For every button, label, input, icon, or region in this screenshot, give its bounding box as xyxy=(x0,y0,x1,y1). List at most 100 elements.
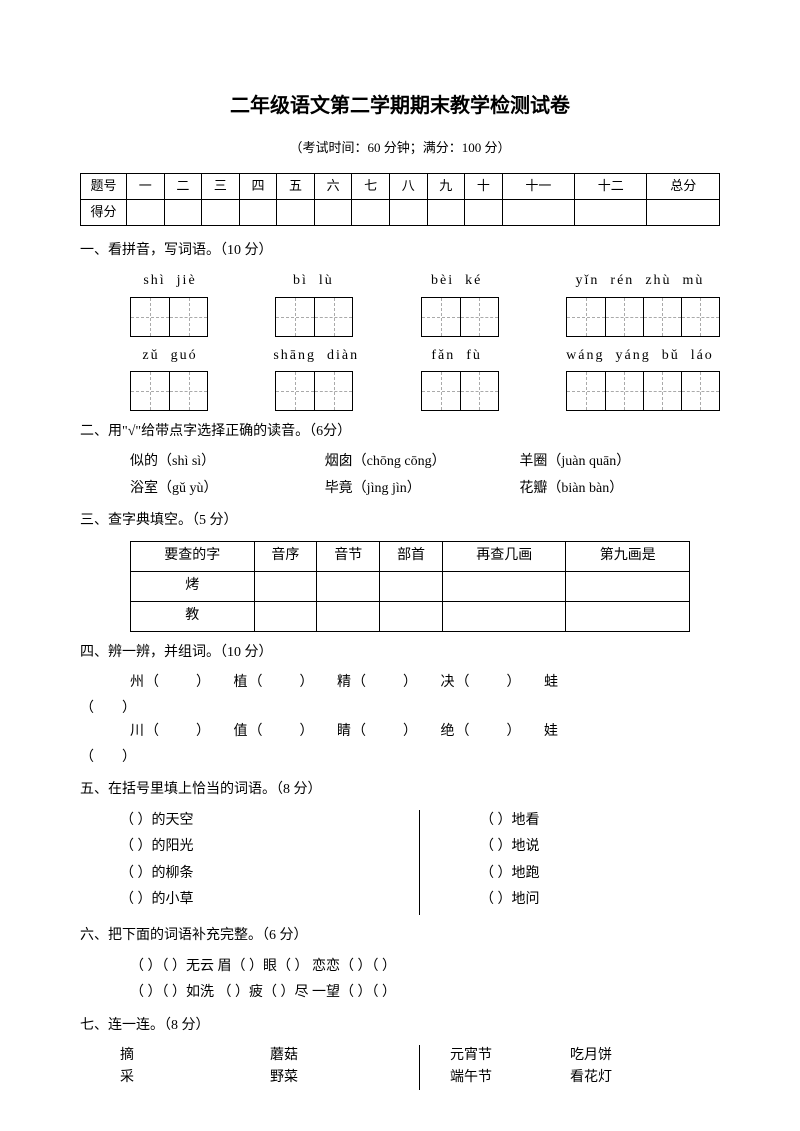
question-item: （ ）的天空 xyxy=(120,810,399,832)
pinyin: shì jiè xyxy=(130,270,210,292)
cell[interactable] xyxy=(277,199,315,225)
question-item: （ ）地问 xyxy=(480,889,720,911)
dict-table: 要查的字 音序 音节 部首 再查几画 第九画是 烤 教 xyxy=(130,541,690,632)
question-line: 川（ ） 值（ ） 睛（ ） 绝（ ） 娃 xyxy=(80,721,720,743)
table-row: 得分 xyxy=(81,199,720,225)
question-line: （ ） xyxy=(80,747,720,769)
question-item: （ ）的柳条 xyxy=(120,863,399,885)
cell: 六 xyxy=(314,173,352,199)
cell: 七 xyxy=(352,173,390,199)
question-item: （ ）地说 xyxy=(480,836,720,858)
tianzige[interactable] xyxy=(130,371,208,411)
section-title: 六、把下面的词语补充完整。（6 分） xyxy=(80,925,720,947)
pinyin: fǎn fù xyxy=(417,345,497,367)
cell: 部首 xyxy=(380,541,443,571)
cell: 四 xyxy=(239,173,277,199)
cell: 一 xyxy=(127,173,165,199)
cell[interactable] xyxy=(442,601,566,631)
section-title: 三、查字典填空。（5 分） xyxy=(80,510,720,532)
cell[interactable] xyxy=(164,199,202,225)
cell[interactable] xyxy=(575,199,647,225)
tianzige[interactable] xyxy=(130,297,208,337)
tianzige[interactable] xyxy=(275,371,353,411)
cell: 教 xyxy=(131,601,255,631)
match-item: 端午节 xyxy=(420,1067,570,1089)
pinyin: shāng diàn xyxy=(273,345,353,367)
cell[interactable] xyxy=(647,199,720,225)
cell: 第九画是 xyxy=(566,541,690,571)
cell: 音节 xyxy=(317,541,380,571)
section-2: 二、用"√"给带点字选择正确的读音。（6分） 似的（shì sì） 烟囱（chō… xyxy=(80,421,720,500)
section-1: 一、看拼音，写词语。（10 分） shì jiè bì lù bèi ké yǐ… xyxy=(80,240,720,411)
cell[interactable] xyxy=(442,571,566,601)
section-6: 六、把下面的词语补充完整。（6 分） （ ）（ ）无云 眉（ ）眼（ ） 恋恋（… xyxy=(80,925,720,1004)
score-table: 题号 一 二 三 四 五 六 七 八 九 十 十一 十二 总分 得分 xyxy=(80,173,720,226)
section-7: 七、连一连。（8 分） 摘 蘑菇 元宵节 吃月饼 采 野菜 端午节 看花灯 xyxy=(80,1015,720,1090)
cell: 三 xyxy=(202,173,240,199)
question-line: （ ） xyxy=(80,698,720,720)
cell[interactable] xyxy=(427,199,465,225)
pinyin: zǔ guó xyxy=(130,345,210,367)
cell[interactable] xyxy=(465,199,503,225)
cell: 烤 xyxy=(131,571,255,601)
cell[interactable] xyxy=(254,601,317,631)
cell[interactable] xyxy=(239,199,277,225)
cell[interactable] xyxy=(202,199,240,225)
page-title: 二年级语文第二学期期末教学检测试卷 xyxy=(80,90,720,122)
cell: 十一 xyxy=(502,173,574,199)
cell[interactable] xyxy=(352,199,390,225)
cell: 八 xyxy=(389,173,427,199)
pinyin: bèi ké xyxy=(417,270,497,292)
cell[interactable] xyxy=(380,601,443,631)
table-row: 要查的字 音序 音节 部首 再查几画 第九画是 xyxy=(131,541,690,571)
match-item: 摘 xyxy=(120,1045,270,1067)
tianzige[interactable] xyxy=(421,371,499,411)
question-line: （ ）（ ）无云 眉（ ）眼（ ） 恋恋（ ）（ ） xyxy=(80,956,720,978)
question-item: （ ）的阳光 xyxy=(120,836,399,858)
cell[interactable] xyxy=(317,601,380,631)
section-3: 三、查字典填空。（5 分） 要查的字 音序 音节 部首 再查几画 第九画是 烤 … xyxy=(80,510,720,631)
section-title: 五、在括号里填上恰当的词语。（8 分） xyxy=(80,779,720,801)
cell[interactable] xyxy=(566,601,690,631)
tianzige[interactable] xyxy=(421,297,499,337)
match-item: 看花灯 xyxy=(570,1067,720,1089)
cell: 二 xyxy=(164,173,202,199)
pinyin: yǐn rén zhù mù xyxy=(560,270,720,292)
pinyin: bì lù xyxy=(273,270,353,292)
match-item: 野菜 xyxy=(270,1067,420,1089)
cell[interactable] xyxy=(389,199,427,225)
cell[interactable] xyxy=(317,571,380,601)
subtitle: （考试时间：60 分钟；满分：100 分） xyxy=(80,138,720,159)
cell[interactable] xyxy=(254,571,317,601)
question-item: 烟囱（chōng cōng） xyxy=(325,451,520,473)
cell: 十二 xyxy=(575,173,647,199)
question-line: 州（ ） 植（ ） 精（ ） 决（ ） 蛙 xyxy=(80,672,720,694)
question-line: （ ）（ ）如洗 （ ）疲（ ）尽 一望（ ）（ ） xyxy=(80,982,720,1004)
tianzige[interactable] xyxy=(275,297,353,337)
table-row: 教 xyxy=(131,601,690,631)
question-item: （ ）地看 xyxy=(480,810,720,832)
cell[interactable] xyxy=(314,199,352,225)
question-item: （ ）的小草 xyxy=(120,889,399,911)
cell[interactable] xyxy=(566,571,690,601)
cell: 音序 xyxy=(254,541,317,571)
table-row: 烤 xyxy=(131,571,690,601)
cell[interactable] xyxy=(127,199,165,225)
cell[interactable] xyxy=(502,199,574,225)
section-title: 二、用"√"给带点字选择正确的读音。（6分） xyxy=(80,421,720,443)
cell: 总分 xyxy=(647,173,720,199)
cell: 五 xyxy=(277,173,315,199)
cell: 题号 xyxy=(81,173,127,199)
cell[interactable] xyxy=(380,571,443,601)
table-row: 题号 一 二 三 四 五 六 七 八 九 十 十一 十二 总分 xyxy=(81,173,720,199)
question-item: 浴室（gǔ yù） xyxy=(130,478,325,500)
section-title: 一、看拼音，写词语。（10 分） xyxy=(80,240,720,262)
match-item: 采 xyxy=(120,1067,270,1089)
tianzige[interactable] xyxy=(566,297,720,337)
cell: 十 xyxy=(465,173,503,199)
section-title: 四、辨一辨，并组词。（10 分） xyxy=(80,642,720,664)
match-item: 元宵节 xyxy=(420,1045,570,1067)
tianzige[interactable] xyxy=(566,371,720,411)
question-item: 似的（shì sì） xyxy=(130,451,325,473)
cell: 再查几画 xyxy=(442,541,566,571)
